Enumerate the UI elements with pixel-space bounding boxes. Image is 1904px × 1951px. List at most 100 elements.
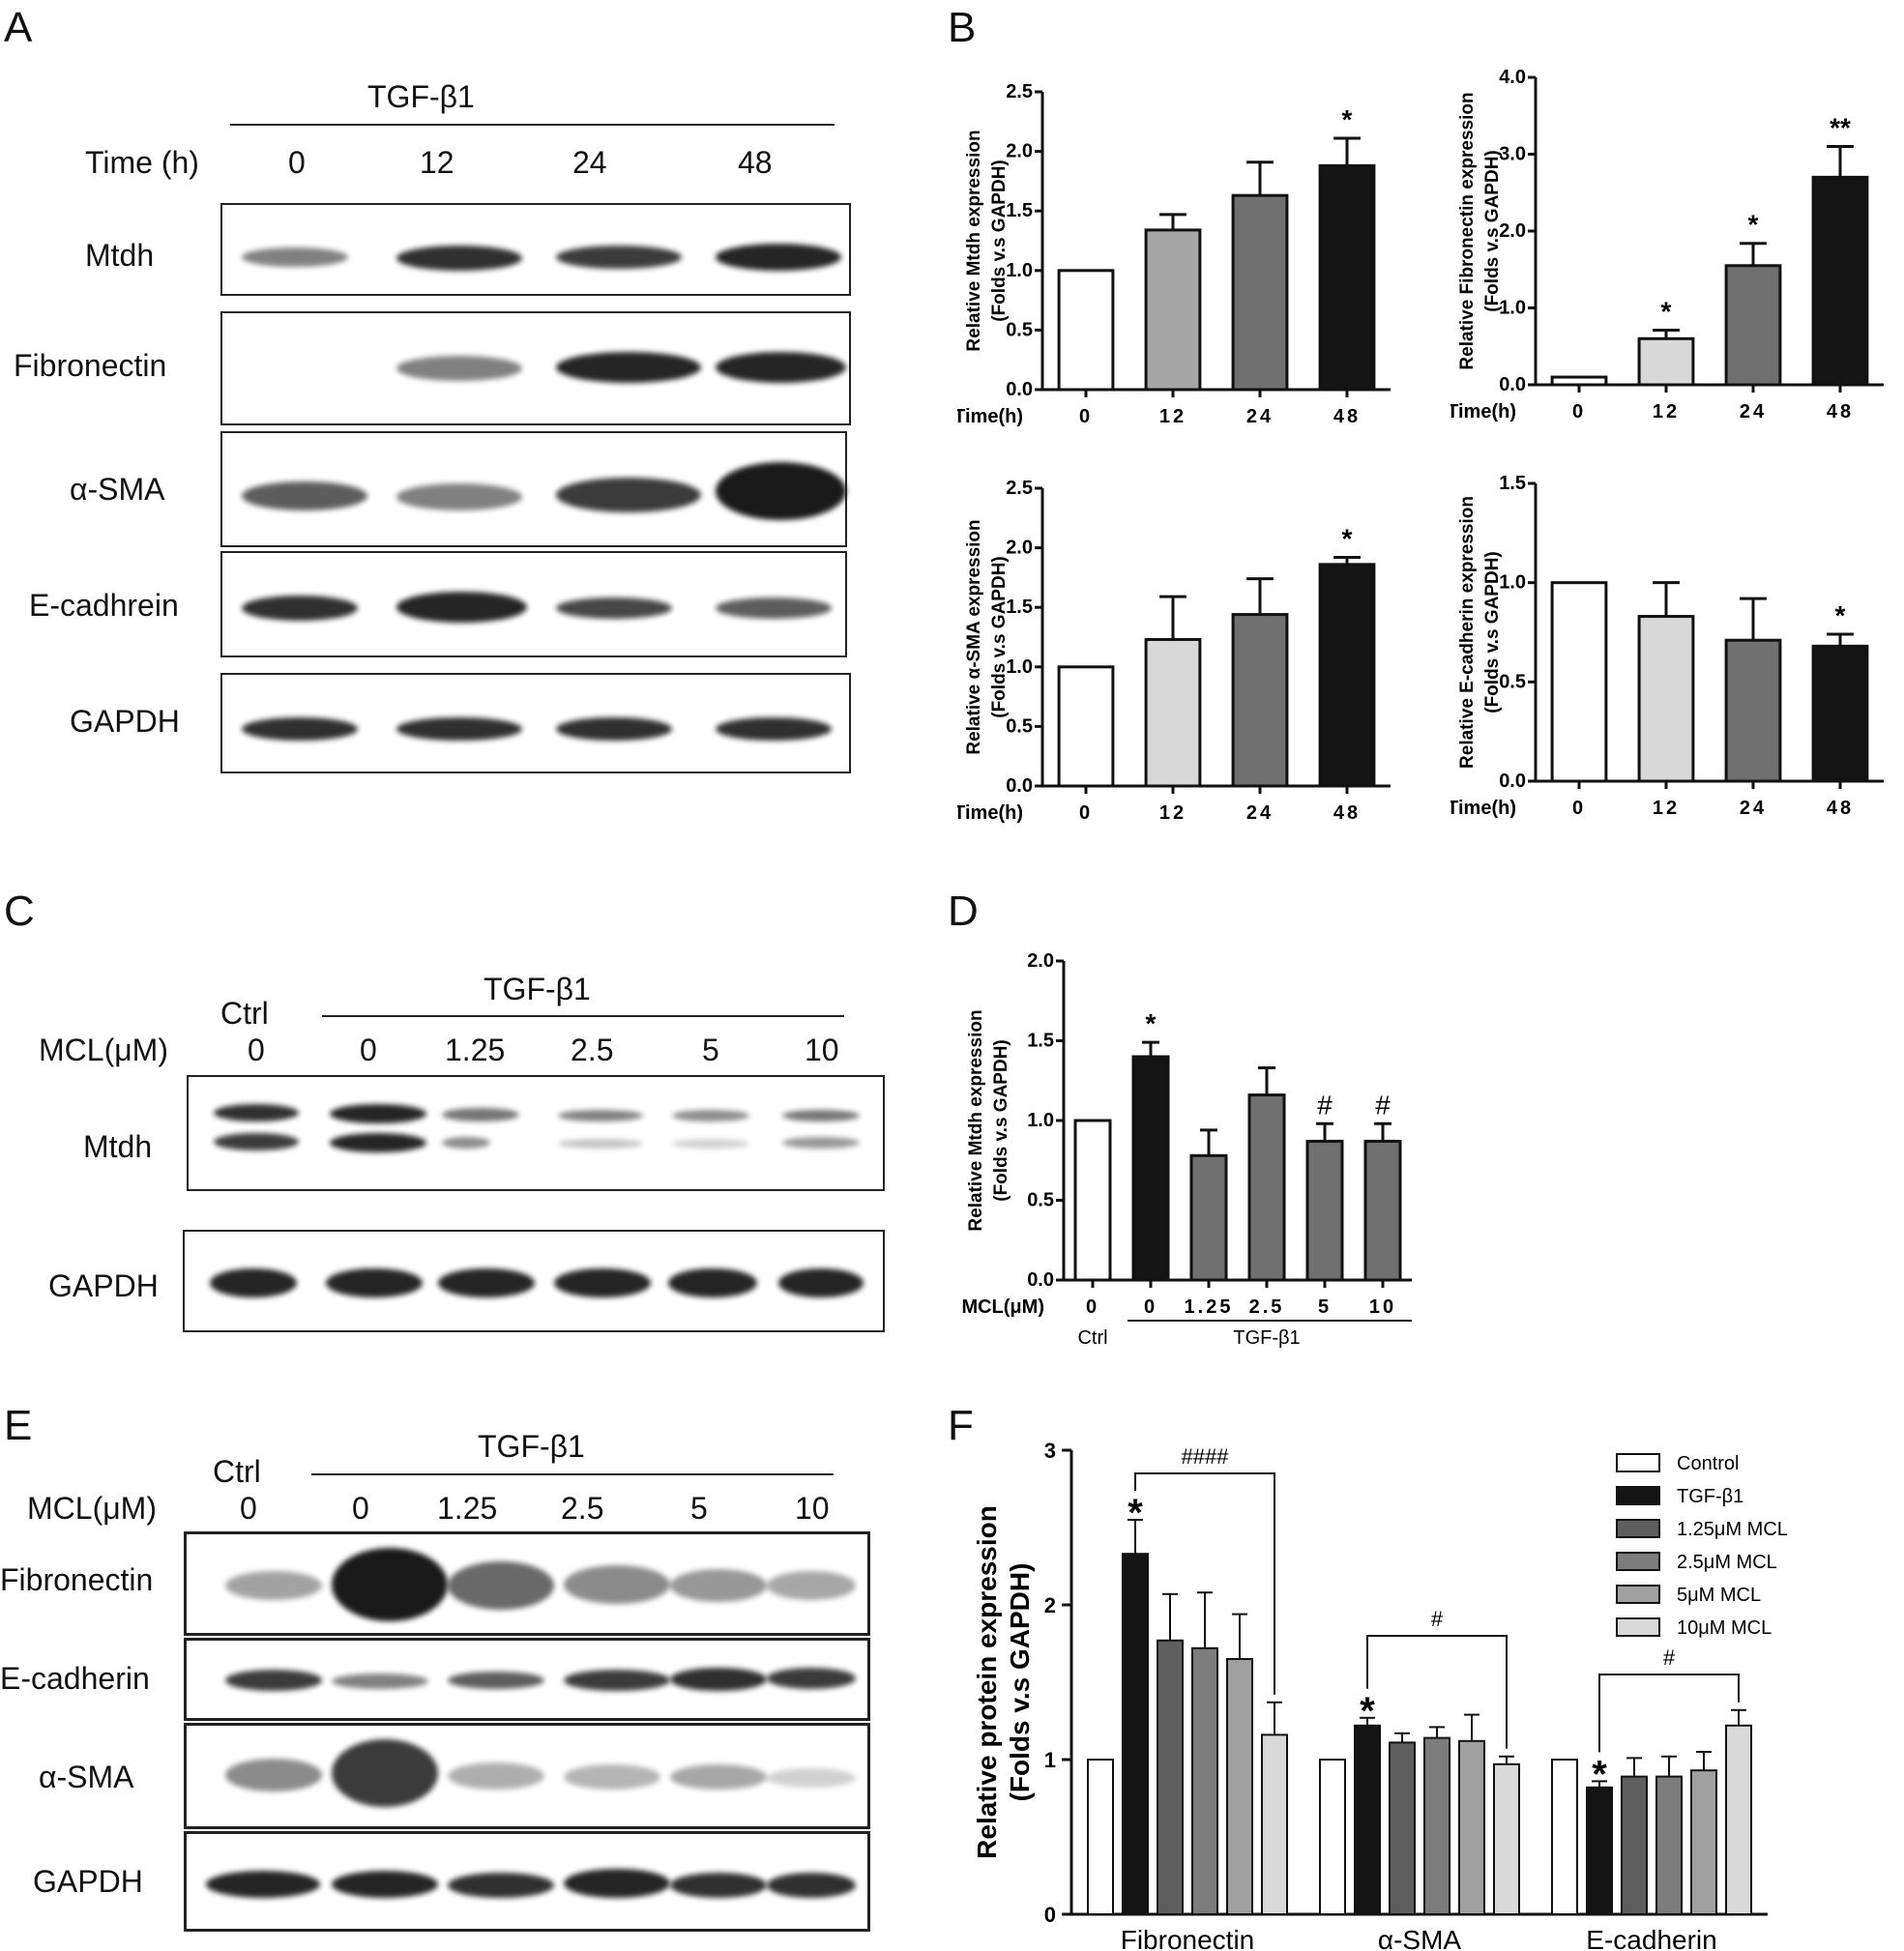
panel-e-dose-2: 1.25: [437, 1491, 498, 1526]
x-tick-label: 0: [1079, 406, 1093, 427]
y-tick-label: 1.5: [1027, 1031, 1054, 1052]
y-axis-label: (Folds v.s GAPDH): [1482, 150, 1503, 312]
legend-swatch: [1616, 1617, 1660, 1637]
y-tick-label: 2.0: [1006, 538, 1033, 559]
panel-a-blot-gapdh: [220, 673, 851, 773]
panel-e-dose-0: 0: [240, 1491, 257, 1526]
x-tick-label: 12: [1653, 798, 1680, 819]
x-category-label: E-cadherin: [1586, 1925, 1716, 1951]
panel-d-letter: D: [948, 888, 979, 935]
panel-c-ctrl-label: Ctrl: [220, 996, 269, 1031]
bar-10mmcl: [1261, 1733, 1288, 1915]
bar: [1144, 637, 1202, 788]
bar: [1811, 175, 1869, 387]
y-tick-label: 3.0: [1499, 144, 1526, 165]
group-label-ctrl: Ctrl: [1077, 1327, 1107, 1349]
x-tick-label: 5: [1318, 1296, 1332, 1318]
significance-star: *: [1592, 1753, 1607, 1795]
legend-label: TGF-β1: [1677, 1486, 1743, 1507]
panel-a-letter: A: [4, 4, 33, 51]
bar: [1247, 1093, 1286, 1282]
x-tick-label: 0: [1144, 1296, 1157, 1318]
y-axis-label: (Folds v.s GAPDH): [1005, 1563, 1035, 1802]
y-tick-label: 1.0: [1006, 260, 1033, 281]
y-axis-label: Relative E-cadherin expression: [1457, 496, 1478, 769]
bar-5mmcl: [1226, 1658, 1253, 1915]
legend-label: Control: [1677, 1453, 1739, 1474]
y-tick-label: 2.0: [1027, 950, 1054, 972]
panel-a-blot-mtdh: [220, 203, 851, 296]
x-tick-label: 0: [1086, 1296, 1099, 1318]
bar-tgf1: [1122, 1553, 1149, 1915]
y-tick-label: 1.0: [1499, 298, 1526, 319]
y-tick-label: 0.5: [1006, 715, 1033, 737]
panel-a-treatment-line: [230, 124, 835, 126]
panel-c-dose-label: MCL(μM): [39, 1033, 168, 1067]
panel-e-blot-ecadherin: [184, 1638, 870, 1721]
x-axis-label: Time(h): [957, 802, 1023, 824]
bar-10mmcl: [1493, 1762, 1520, 1915]
chart-b-fibronectin: 0.0 1.0 2.0 3.0 4.0 Relative Fibronectin expr…: [1450, 67, 1884, 422]
bar-25mmcl: [1423, 1736, 1450, 1915]
legend-label: 1.25μM MCL: [1677, 1519, 1788, 1540]
x-tick-label: 1.25: [1185, 1296, 1234, 1318]
y-tick-label: 2.0: [1006, 141, 1033, 162]
panel-a-row-gapdh: GAPDH: [70, 704, 180, 739]
bracket-label: #: [1663, 1645, 1676, 1670]
x-tick-label: 12: [1653, 401, 1680, 422]
panel-e-blot-asma: [184, 1723, 870, 1829]
x-tick-label: 0: [1079, 802, 1093, 824]
legend-swatch: [1616, 1519, 1660, 1538]
x-tick-label: 24: [1246, 802, 1274, 824]
panel-e-blot-gapdh: [184, 1831, 870, 1932]
y-tick-label: 1.0: [1006, 656, 1033, 678]
significance-mark: *: [1748, 210, 1759, 240]
panel-a-time-label: Time (h): [85, 145, 199, 180]
chart-b-ecadherin: 0.0 0.5 1.0 1.5 Relative E-cadherin expressi…: [1450, 473, 1884, 819]
y-tick-label: 2: [1044, 1593, 1056, 1617]
y-axis-label: (Folds v.s GAPDH): [989, 160, 1010, 322]
bar-tgf1: [1586, 1786, 1613, 1915]
group-label-tgf: TGF-β1: [1233, 1327, 1300, 1349]
significance-mark: *: [1835, 600, 1846, 630]
panel-c-dose-4: 5: [702, 1033, 719, 1067]
y-tick-label: 0.0: [1006, 379, 1033, 400]
significance-mark: *: [1661, 297, 1672, 327]
y-tick-label: 0.0: [1499, 374, 1526, 395]
x-tick-label: 12: [1159, 406, 1186, 427]
bar: [1073, 1119, 1112, 1282]
panel-b-letter: B: [948, 4, 977, 51]
panel-e-row-gapdh: GAPDH: [33, 1864, 143, 1899]
panel-a-time-48: 48: [738, 145, 773, 180]
panel-a-time-24: 24: [572, 145, 607, 180]
y-axis-label: (Folds v.s GAPDH): [991, 1039, 1011, 1202]
panel-e-dose-1: 0: [352, 1491, 369, 1526]
panel-c-dose-1: 0: [360, 1033, 377, 1067]
x-tick-label: 48: [1827, 798, 1854, 819]
x-tick-label: 24: [1246, 406, 1274, 427]
panel-a-row-fibronectin: Fibronectin: [14, 348, 167, 383]
x-axis-label: Time(h): [1450, 798, 1516, 819]
panel-c-dose-2: 1.25: [445, 1033, 506, 1067]
bar: [1550, 581, 1608, 783]
y-tick-label: 0.0: [1027, 1269, 1054, 1291]
comparison-bracket: [1598, 1674, 1740, 1753]
bar-control: [1551, 1759, 1578, 1915]
x-tick-label: 12: [1159, 802, 1186, 824]
bar: [1131, 1055, 1170, 1282]
y-axis-label: (Folds v.s GAPDH): [1482, 551, 1503, 713]
panel-e-dose-4: 5: [690, 1491, 708, 1526]
legend-label: 10μM MCL: [1677, 1617, 1772, 1639]
y-tick-label: 0.5: [1006, 319, 1033, 340]
panel-e-letter: E: [4, 1402, 33, 1449]
bar: [1057, 269, 1115, 392]
bar-control: [1087, 1759, 1114, 1915]
significance-mark: **: [1830, 113, 1851, 143]
panel-e-dose-5: 10: [795, 1491, 830, 1526]
panel-c-blot-gapdh: [183, 1230, 885, 1332]
y-axis-label: Relative Mtdh expression: [964, 130, 984, 351]
x-axis-label: Time(h): [957, 406, 1023, 427]
x-category-label: α-SMA: [1378, 1925, 1462, 1951]
x-tick-label: 48: [1333, 406, 1361, 427]
legend-label: 2.5μM MCL: [1677, 1552, 1777, 1573]
